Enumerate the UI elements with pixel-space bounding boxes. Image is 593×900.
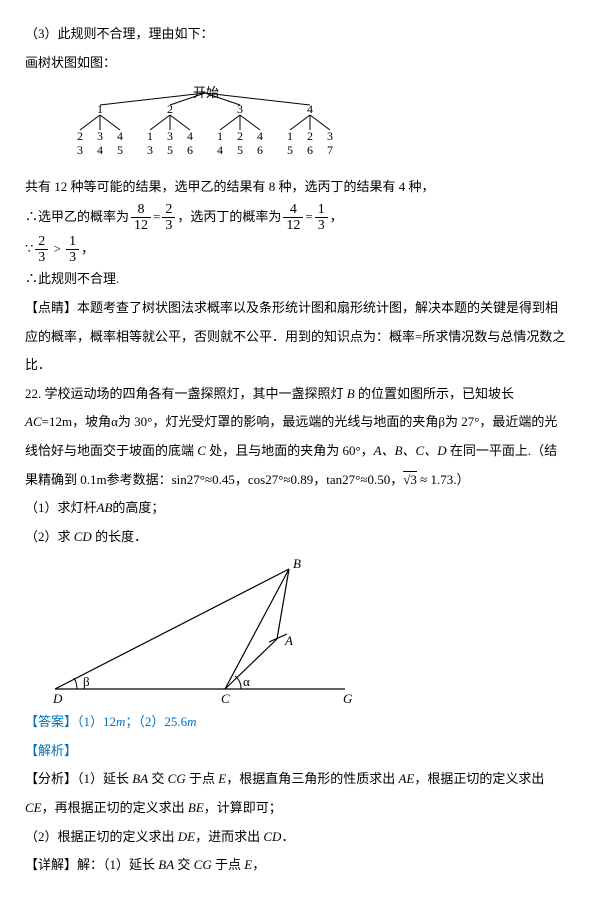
answer: 【答案】（1）12m；（2）25.6m <box>25 708 568 737</box>
prob-line: ∴选甲乙的概率为812=23，选丙丁的概率为412=13， <box>25 202 568 234</box>
svg-text:6: 6 <box>307 143 313 157</box>
compare-line: ∵23 > 13， <box>25 234 568 266</box>
svg-text:1: 1 <box>97 102 103 116</box>
svg-text:5: 5 <box>167 143 173 157</box>
xiangjie: 【详解】解：（1）延长 BA 交 CG 于点 E， <box>25 851 568 880</box>
svg-text:7: 7 <box>327 143 333 157</box>
tree-root-label: 开始 <box>193 79 219 108</box>
rule-unreasonable: （3）此规则不合理，理由如下： <box>25 20 568 49</box>
fenxi-2: （2）根据正切的定义求出 DE，进而求出 CD． <box>25 823 568 852</box>
geom-svg: D C G A Bβ α <box>45 559 365 704</box>
svg-text:4: 4 <box>187 129 193 143</box>
svg-text:4: 4 <box>257 129 263 143</box>
svg-text:4: 4 <box>217 143 223 157</box>
svg-text:C: C <box>221 691 230 704</box>
svg-text:3: 3 <box>167 129 173 143</box>
svg-text:1: 1 <box>287 129 293 143</box>
svg-text:1: 1 <box>217 129 223 143</box>
svg-text:6: 6 <box>257 143 263 157</box>
geometry-figure: D C G A Bβ α <box>45 559 568 704</box>
svg-text:2: 2 <box>237 129 243 143</box>
svg-text:2: 2 <box>167 102 173 116</box>
svg-text:5: 5 <box>117 143 123 157</box>
svg-text:D: D <box>52 691 63 704</box>
svg-text:6: 6 <box>187 143 193 157</box>
jiexi-label: 【解析】 <box>25 737 568 766</box>
sub-q1: （1）求灯杆AB的高度； <box>25 494 568 523</box>
svg-text:5: 5 <box>287 143 293 157</box>
dianjing: 【点睛】本题考查了树状图法求概率以及条形统计图和扇形统计图，解决本题的关键是得到… <box>25 294 568 380</box>
svg-text:B: B <box>293 559 301 571</box>
fenxi-1: 【分析】（1）延长 BA 交 CG 于点 E，根据直角三角形的性质求出 AE，根… <box>25 765 568 822</box>
svg-text:3: 3 <box>327 129 333 143</box>
question-22: 22. 学校运动场的四角各有一盏探照灯，其中一盏探照灯 B 的位置如图所示，已知… <box>25 380 568 494</box>
draw-tree-text: 画树状图如图： <box>25 49 568 78</box>
svg-text:1: 1 <box>147 129 153 143</box>
tree-diagram: 开始 1233445213354631425464152637和 <box>65 85 365 165</box>
svg-text:4: 4 <box>117 129 123 143</box>
svg-text:β: β <box>83 674 90 689</box>
outcomes-text: 共有 12 种等可能的结果，选甲乙的结果有 8 种，选丙丁的结果有 4 种， <box>25 173 568 202</box>
sub-q2: （2）求 CD 的长度． <box>25 523 568 552</box>
svg-text:4: 4 <box>307 102 313 116</box>
svg-text:α: α <box>243 674 250 689</box>
svg-text:A: A <box>284 633 293 648</box>
conclusion: ∴此规则不合理. <box>25 265 568 294</box>
svg-text:G: G <box>343 691 353 704</box>
svg-text:2: 2 <box>307 129 313 143</box>
svg-text:3: 3 <box>237 102 243 116</box>
svg-text:3: 3 <box>97 129 103 143</box>
svg-text:4: 4 <box>97 143 103 157</box>
svg-text:3: 3 <box>77 143 83 157</box>
svg-text:2: 2 <box>77 129 83 143</box>
svg-text:3: 3 <box>147 143 153 157</box>
svg-text:5: 5 <box>237 143 243 157</box>
